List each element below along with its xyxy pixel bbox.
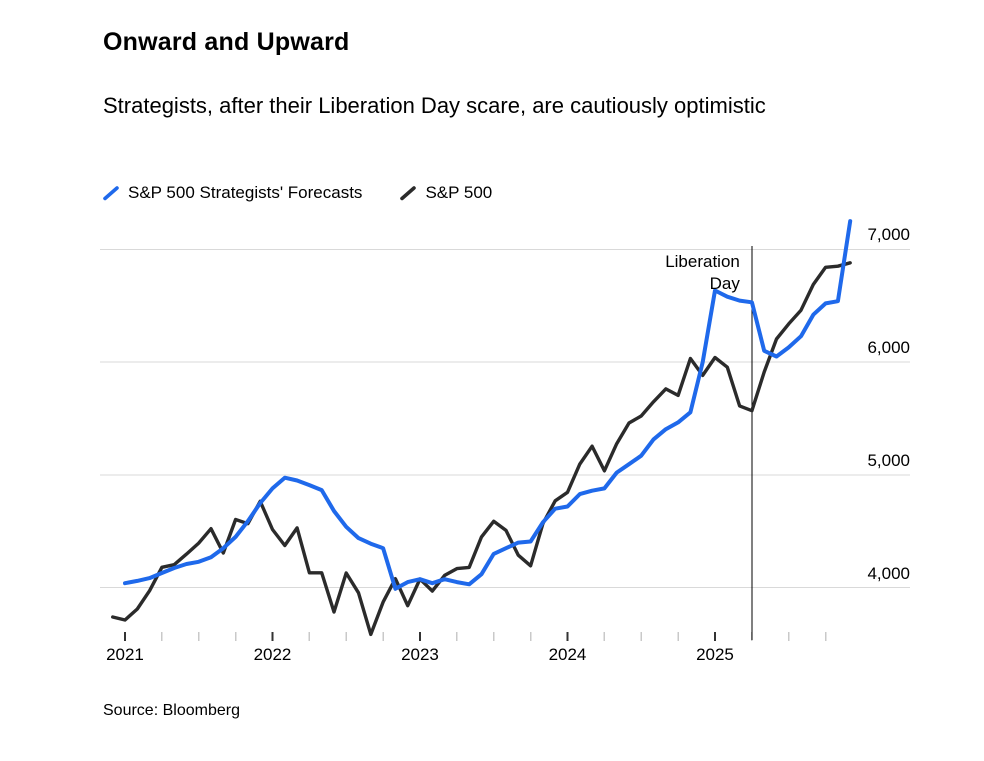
- legend-line-icon: [400, 185, 417, 200]
- legend-line-icon: [103, 185, 119, 200]
- x-axis-label-2023: 2023: [401, 645, 439, 664]
- x-axis-label-2025: 2025: [696, 645, 734, 664]
- legend-item-1: S&P 500: [400, 183, 492, 203]
- x-axis-label-2021: 2021: [106, 645, 144, 664]
- y-axis-label-4000: 4,000: [867, 563, 910, 583]
- legend-item-0: S&P 500 Strategists' Forecasts: [103, 183, 362, 203]
- series-line-s-p-500: [110, 261, 852, 637]
- legend-label: S&P 500 Strategists' Forecasts: [128, 183, 363, 202]
- series-line-s-p-500-strategists-forecasts: [123, 219, 853, 591]
- page-title: Onward and Upward: [103, 28, 350, 56]
- y-axis-label-5000: 5,000: [867, 450, 910, 470]
- legend: S&P 500 Strategists' Forecasts S&P 500: [103, 183, 516, 203]
- x-axis-label-2024: 2024: [548, 645, 587, 664]
- legend-label: S&P 500: [425, 183, 493, 202]
- y-axis-label-6000: 6,000: [867, 338, 910, 358]
- source-note: Source: Bloomberg: [103, 702, 240, 719]
- x-axis-label-2022: 2022: [253, 645, 292, 664]
- y-axis-label-7000: 7,000: [867, 225, 910, 245]
- chart-subtitle: Strategists, after their Liberation Day …: [103, 93, 766, 118]
- liberation-day-annotation: Liberation Day: [665, 252, 740, 294]
